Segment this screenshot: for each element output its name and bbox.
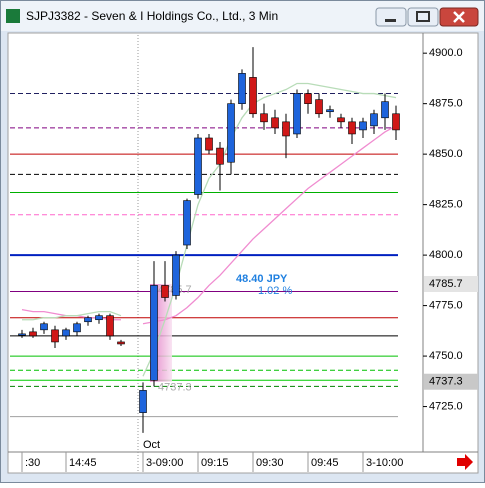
candle-body <box>29 331 37 337</box>
minimize-button[interactable] <box>375 7 407 27</box>
candle-body <box>205 137 213 151</box>
indicator-line <box>22 82 397 377</box>
y-tick-label: 4825.0 <box>429 199 463 211</box>
minimize-icon <box>385 19 396 22</box>
y-tick-label: 4750.0 <box>429 350 463 362</box>
candle-body <box>304 93 312 104</box>
x-tick-label: 14:45 <box>69 457 97 469</box>
y-tick-label: 4850.0 <box>429 148 463 160</box>
candle-body <box>216 147 224 165</box>
y-tick-label: 4800.0 <box>429 249 463 261</box>
x-tick-label: 09:15 <box>201 457 229 469</box>
candle-body <box>194 137 202 195</box>
measure-diff: 48.40 JPY <box>236 273 288 285</box>
candle-body <box>359 121 367 131</box>
close-icon <box>453 11 465 23</box>
y-tick-label: 4875.0 <box>429 98 463 110</box>
candle-body <box>227 103 235 163</box>
x-tick-label: :30 <box>25 457 40 469</box>
candle-body <box>238 73 246 104</box>
maximize-icon <box>416 11 430 22</box>
candle-body <box>18 333 26 336</box>
candle-body <box>293 93 301 135</box>
candle-body <box>95 315 103 321</box>
app-icon <box>6 9 20 23</box>
price-tag-label: 4737.3 <box>429 376 463 388</box>
candle-body <box>84 317 92 323</box>
candle-body <box>348 121 356 135</box>
candle-body <box>73 323 81 333</box>
candle-body <box>51 329 59 343</box>
price-tag <box>424 275 478 292</box>
candle-body <box>183 200 191 246</box>
candle-body <box>282 121 290 137</box>
y-tick-label: 4725.0 <box>429 400 463 412</box>
candle-body <box>249 77 257 115</box>
x-tick-label: 3-09:00 <box>146 457 183 469</box>
candle-body <box>139 390 147 413</box>
price-tag-label: 4785.7 <box>429 278 463 290</box>
maximize-button[interactable] <box>407 7 439 27</box>
x-tick-label: 09:30 <box>256 457 284 469</box>
candle-body <box>106 315 114 337</box>
measure-label: 4737.3 <box>158 382 192 394</box>
candle-body <box>392 113 400 131</box>
candle-body <box>381 101 389 119</box>
candle-body <box>62 329 70 337</box>
candle-body <box>326 109 334 113</box>
x-tick-label: 3-10:00 <box>366 457 403 469</box>
measure-pct: 1.02 % <box>258 285 292 297</box>
candle-body <box>150 285 158 381</box>
x-note: Oct <box>143 439 160 451</box>
chart-area <box>7 32 479 474</box>
scroll-arrow[interactable] <box>457 454 473 470</box>
candle-body <box>172 254 180 296</box>
y-tick-label: 4775.0 <box>429 300 463 312</box>
candle-body <box>161 285 169 298</box>
candle-body <box>370 113 378 127</box>
window-title: SJPJ3382 - Seven & I Holdings Co., Ltd.,… <box>26 9 278 23</box>
candle-body <box>315 99 323 115</box>
y-tick-label: 4900.0 <box>429 47 463 59</box>
candle-body <box>260 113 268 123</box>
candle-body <box>337 117 345 123</box>
price-tag <box>424 373 478 390</box>
x-tick-label: 09:45 <box>311 457 339 469</box>
candle-body <box>271 117 279 129</box>
candle-body <box>117 341 125 345</box>
candle-body <box>40 323 48 331</box>
